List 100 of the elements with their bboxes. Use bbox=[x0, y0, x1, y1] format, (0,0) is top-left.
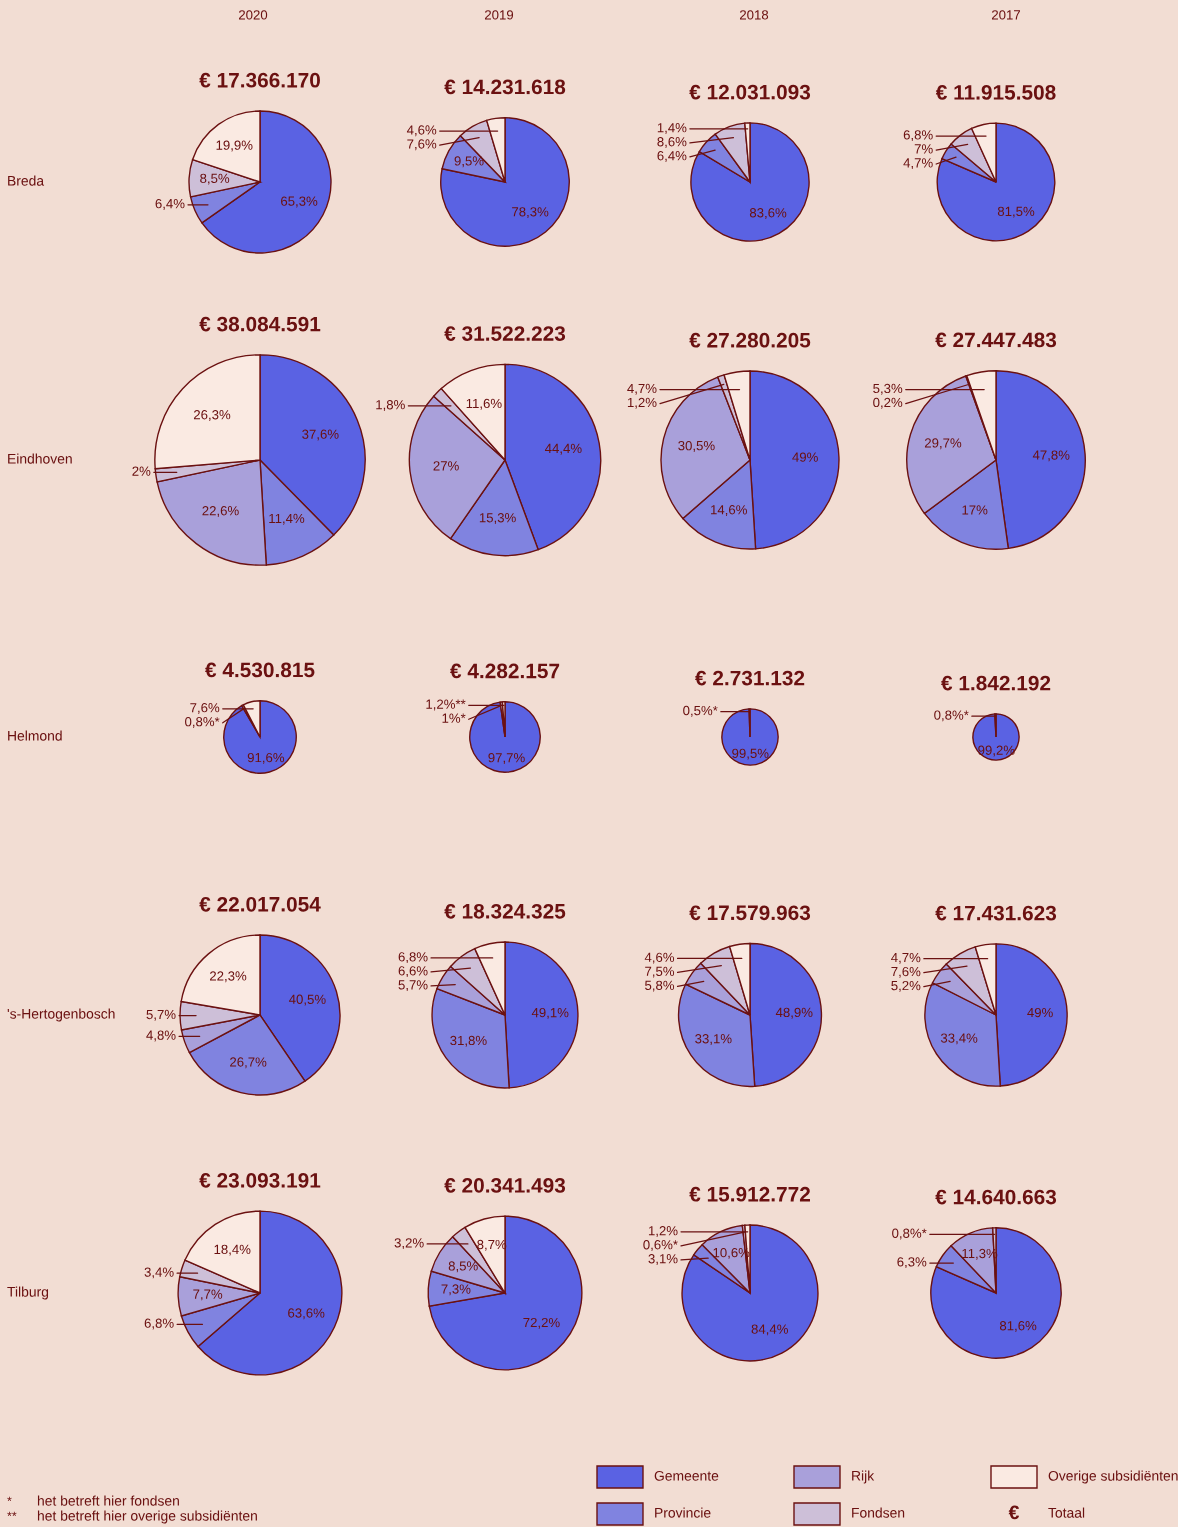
data-label: 18,4% bbox=[214, 1244, 251, 1256]
text: 's-Hertogenbosch bbox=[7, 1008, 115, 1022]
legend-label: Provincie bbox=[655, 1507, 711, 1518]
data-label: 3,2% bbox=[394, 1238, 424, 1250]
data-label: 44,4% bbox=[544, 443, 582, 455]
chart-subtitle: 2019 bbox=[484, 10, 514, 20]
data-label: 11,6% bbox=[466, 398, 502, 410]
data-label: 0,8%* bbox=[185, 717, 220, 728]
chart-title: € 14.640.663 bbox=[935, 1189, 1057, 1205]
data-label: 26,3% bbox=[193, 410, 231, 421]
data-label: 1,2% bbox=[627, 397, 657, 409]
data-label: 5,7% bbox=[146, 1009, 176, 1021]
legend-label: Gemeente bbox=[654, 1470, 719, 1481]
data-label: 1,2%** bbox=[426, 699, 466, 711]
data-label: 33,4% bbox=[940, 1033, 978, 1045]
data-label: 26,7% bbox=[230, 1057, 267, 1069]
chart-subtitle: 2018 bbox=[739, 10, 769, 20]
text: € bbox=[1008, 1505, 1020, 1520]
data-label: 99,5% bbox=[732, 748, 769, 760]
data-label: 8,6% bbox=[657, 137, 687, 148]
data-label: 6,3% bbox=[897, 1257, 927, 1269]
chart-title: € 12.031.093 bbox=[689, 84, 811, 100]
chart-title: € 11.915.508 bbox=[935, 85, 1056, 100]
data-label: 83,6% bbox=[749, 208, 787, 219]
data-label: 6,4% bbox=[155, 198, 185, 210]
data-label: 91,6% bbox=[247, 752, 285, 764]
data-label: 8,5% bbox=[448, 1261, 478, 1273]
text: Tilburg bbox=[7, 1286, 49, 1300]
data-label: 0,8%* bbox=[892, 1228, 927, 1240]
chart-title: € 38.084.591 bbox=[199, 316, 321, 332]
data-label: 9,5% bbox=[454, 156, 484, 168]
data-label: 22,3% bbox=[210, 971, 247, 983]
data-label: 5,7% bbox=[398, 980, 428, 992]
chart-title: € 4.530.815 bbox=[205, 662, 315, 678]
text: het betreft hier overige subsidiënten bbox=[37, 1510, 257, 1524]
data-label: 1%* bbox=[442, 713, 466, 723]
data-label: 8,5% bbox=[200, 173, 230, 185]
data-label: 7,7% bbox=[193, 1289, 223, 1301]
chart-subtitle: 2017 bbox=[991, 10, 1021, 20]
chart-title: € 23.093.191 bbox=[199, 1172, 321, 1188]
data-label: 47,8% bbox=[1032, 450, 1070, 462]
data-label: 4,7% bbox=[891, 952, 921, 964]
chart-subtitle: 2020 bbox=[238, 10, 268, 20]
data-label: 14,6% bbox=[711, 505, 747, 517]
data-label: 7% bbox=[914, 144, 933, 154]
data-label: 1,2% bbox=[648, 1226, 678, 1237]
data-label: 7,6% bbox=[190, 703, 220, 714]
chart-title: € 4.282.157 bbox=[450, 663, 560, 679]
data-label: 78,3% bbox=[512, 207, 549, 219]
data-label: 7,3% bbox=[441, 1284, 471, 1296]
data-label: 19,9% bbox=[216, 140, 253, 152]
data-label: 7,6% bbox=[407, 139, 437, 151]
data-label: 6,8% bbox=[903, 130, 933, 142]
data-label: 63,6% bbox=[288, 1308, 325, 1320]
data-label: 97,7% bbox=[488, 753, 525, 764]
data-label: 6,8% bbox=[144, 1318, 174, 1330]
chart-title: € 1.842.192 bbox=[941, 675, 1051, 691]
data-label: 4,7% bbox=[627, 383, 657, 395]
data-label: 30,5% bbox=[678, 440, 715, 452]
data-label: 84,4% bbox=[751, 1324, 788, 1336]
data-label: 7,6% bbox=[891, 966, 921, 978]
data-label: 31,8% bbox=[450, 1035, 487, 1047]
data-label: 17% bbox=[962, 505, 988, 515]
chart-title: € 27.280.205 bbox=[689, 332, 811, 348]
data-label: 33,1% bbox=[695, 1034, 732, 1045]
chart-title: € 15.912.772 bbox=[689, 1186, 810, 1202]
data-label: 4,6% bbox=[644, 952, 675, 964]
data-label: 0,2% bbox=[873, 397, 903, 409]
legend-label: Fondsen bbox=[852, 1507, 905, 1518]
text: Breda bbox=[8, 175, 45, 186]
text: Totaal bbox=[1048, 1507, 1085, 1518]
data-label: 4,6% bbox=[406, 125, 437, 137]
data-label: 11,4% bbox=[269, 513, 305, 525]
legend-label: Overige subsidiënten bbox=[1048, 1470, 1178, 1484]
data-label: 49,1% bbox=[531, 1007, 569, 1019]
data-label: 2% bbox=[132, 466, 151, 476]
text: Helmond bbox=[8, 730, 62, 741]
data-label: 49% bbox=[792, 452, 818, 462]
text: het betreft hier fondsen bbox=[37, 1495, 179, 1506]
chart-title: € 17.431.623 bbox=[935, 905, 1057, 921]
chart-title: € 14.231.618 bbox=[444, 79, 566, 95]
data-label: 7,5% bbox=[645, 966, 675, 978]
data-label: 5,2% bbox=[891, 980, 921, 992]
data-label: 1,4% bbox=[657, 123, 687, 134]
data-label: 49% bbox=[1027, 1007, 1053, 1018]
data-label: 5,3% bbox=[873, 383, 903, 395]
text: Eindhoven bbox=[8, 453, 72, 464]
data-label: 29,7% bbox=[924, 438, 962, 450]
chart-title: € 17.579.963 bbox=[689, 905, 811, 921]
chart-title: € 27.447.483 bbox=[935, 332, 1057, 348]
data-label: 72,2% bbox=[523, 1317, 560, 1329]
chart-title: € 20.341.493 bbox=[444, 1177, 566, 1193]
chart-title: € 22.017.054 bbox=[199, 896, 321, 912]
data-label: 15,3% bbox=[479, 513, 516, 524]
data-label: 3,1% bbox=[648, 1254, 678, 1265]
data-label: 99,2% bbox=[978, 745, 1015, 757]
data-label: 37,6% bbox=[302, 429, 339, 441]
data-label: 3,4% bbox=[144, 1267, 174, 1279]
data-label: 6,4% bbox=[657, 151, 687, 162]
text: * bbox=[7, 1496, 12, 1502]
